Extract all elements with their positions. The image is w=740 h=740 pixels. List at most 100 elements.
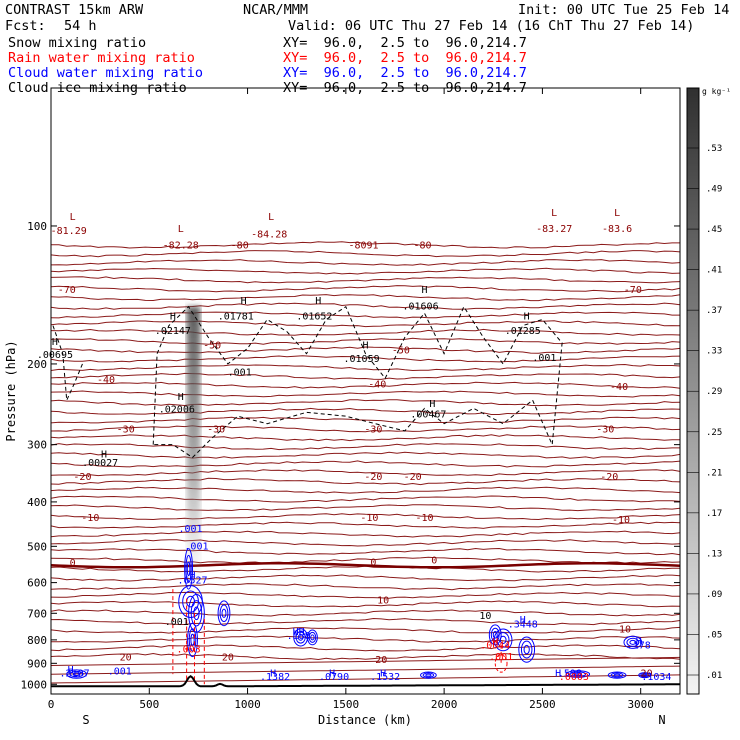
cloud-water-contour — [72, 672, 81, 676]
contour-label: H — [524, 312, 530, 323]
temperature-isoline — [51, 434, 680, 442]
colorbar-unit: g kg⁻¹ — [702, 87, 731, 96]
temperature-isoline — [51, 337, 680, 345]
contour-label: -70 — [58, 285, 76, 296]
contour-label: -20 — [73, 472, 91, 483]
temperature-isoline — [51, 259, 680, 266]
x-tick-label: 2000 — [431, 698, 458, 711]
contour-label: -10 — [415, 513, 433, 524]
cloud-water-contour — [188, 628, 197, 652]
temperature-isoline — [51, 635, 680, 643]
y-tick-label: 300 — [27, 439, 47, 452]
plot-frame — [50, 87, 681, 695]
temperature-isoline — [51, 355, 680, 363]
field-name-cloud-water: Cloud water mixing ratio — [8, 65, 204, 81]
cloud-water-contour — [217, 600, 231, 627]
snow-plume — [186, 306, 201, 590]
contour-label: -40 — [368, 379, 386, 390]
cloud-water-contour — [295, 631, 306, 644]
terrain-line — [51, 674, 680, 688]
temperature-isoline — [51, 547, 680, 556]
cloud-water-contour — [610, 672, 624, 678]
terrain-profile — [51, 674, 680, 688]
contour-label: H — [329, 669, 335, 680]
temperature-isoline — [51, 539, 680, 547]
x-tick-label: 1000 — [234, 698, 261, 711]
valid-label: Valid: 06 UTC Thu 27 Feb 14 (16 ChT Thu … — [288, 18, 695, 34]
contour-label: H — [362, 340, 368, 351]
contour-label: 20 — [375, 655, 387, 666]
contour-label: H — [101, 449, 107, 460]
contour-label: .01059 — [344, 354, 380, 365]
colorbar-label: .17 — [706, 509, 722, 519]
contour-label: L — [268, 212, 274, 223]
cloud-water-contour — [185, 554, 192, 583]
contour-label: -10 — [360, 513, 378, 524]
colorbar-label: .45 — [706, 225, 722, 235]
x-tick-label: 1500 — [333, 698, 360, 711]
contour-label: -50 — [392, 346, 410, 357]
contour-label: .00695 — [37, 350, 73, 361]
contour-label: .001 — [179, 524, 203, 535]
y-axis-label: Pressure (hPa) — [4, 340, 18, 441]
contour-label: -50 — [203, 340, 221, 351]
cloud-water-contour — [499, 635, 507, 645]
contour-label: .598 — [558, 669, 582, 680]
temperature-isoline — [51, 294, 680, 302]
colorbar-label: .49 — [706, 185, 722, 195]
cloud-water-contour — [221, 608, 227, 618]
cloud-water-contour — [422, 672, 435, 678]
contour-label: 20 — [641, 669, 653, 680]
contour-label: H — [190, 571, 196, 582]
temperature-isoline — [51, 521, 680, 529]
temperature-isoline — [51, 241, 680, 249]
temperature-isoline — [51, 495, 680, 503]
cloud-water-contour — [613, 673, 621, 677]
field-name-rain: Rain water mixing ratio — [8, 50, 195, 66]
temperature-isoline — [51, 665, 680, 675]
contour-label: L — [178, 224, 184, 235]
contour-label: -70 — [624, 285, 642, 296]
temperature-isoline — [51, 591, 680, 599]
temperature-isoline — [51, 652, 680, 661]
cloud-water-contour — [69, 670, 84, 678]
contour-label: H — [492, 637, 498, 648]
contour-annotations: L -81.29 L -82.28 -80 L -84.28 -8091 -80 L -83.27 L… — [37, 208, 672, 683]
field-xy-rain: XY= 96.0, 2.5 to 96.0,214.7 — [283, 50, 527, 66]
zero-degree-isoline — [51, 562, 680, 569]
colorbar-label: .37 — [706, 306, 722, 316]
temperature-isoline — [51, 363, 680, 372]
contour-label: H — [315, 296, 321, 307]
cloud-water-contour — [187, 622, 198, 658]
temperature-isoline — [51, 513, 680, 521]
contour-label: .0003 — [559, 672, 589, 683]
contour-label: -20 — [364, 472, 382, 483]
cloud-water-contour — [308, 631, 317, 643]
temperature-isoline — [51, 311, 680, 319]
temperature-isoline — [51, 399, 680, 407]
contour-label: -82.28 — [163, 241, 199, 252]
cloud-water-contour — [565, 670, 591, 678]
cloud-water-contour — [623, 635, 643, 649]
temperature-isoline — [51, 276, 680, 284]
contour-label: 20 — [120, 653, 132, 664]
contour-label: .001 — [532, 353, 556, 364]
contour-label: -30 — [207, 424, 225, 435]
contour-label: H — [520, 615, 526, 626]
temperature-isoline — [51, 644, 680, 652]
contour-label: -10 — [612, 515, 630, 526]
init-label: Init: 00 UTC Tue 25 Feb 14 — [518, 2, 730, 18]
contour-label: .178 — [627, 640, 651, 651]
contour-label: .01652 — [296, 312, 332, 323]
temperature-isoline — [51, 469, 680, 477]
contour-label: 0 — [370, 557, 376, 568]
colorbar-label: .13 — [706, 549, 722, 559]
contour-label: H — [68, 665, 74, 676]
contour-label: -83.27 — [536, 224, 572, 235]
cloud-water-contour — [638, 672, 652, 679]
temperature-isoline — [51, 460, 680, 468]
contour-label: .001 — [228, 368, 252, 379]
contour-label: -20 — [600, 472, 618, 483]
contour-label: L — [614, 208, 620, 219]
